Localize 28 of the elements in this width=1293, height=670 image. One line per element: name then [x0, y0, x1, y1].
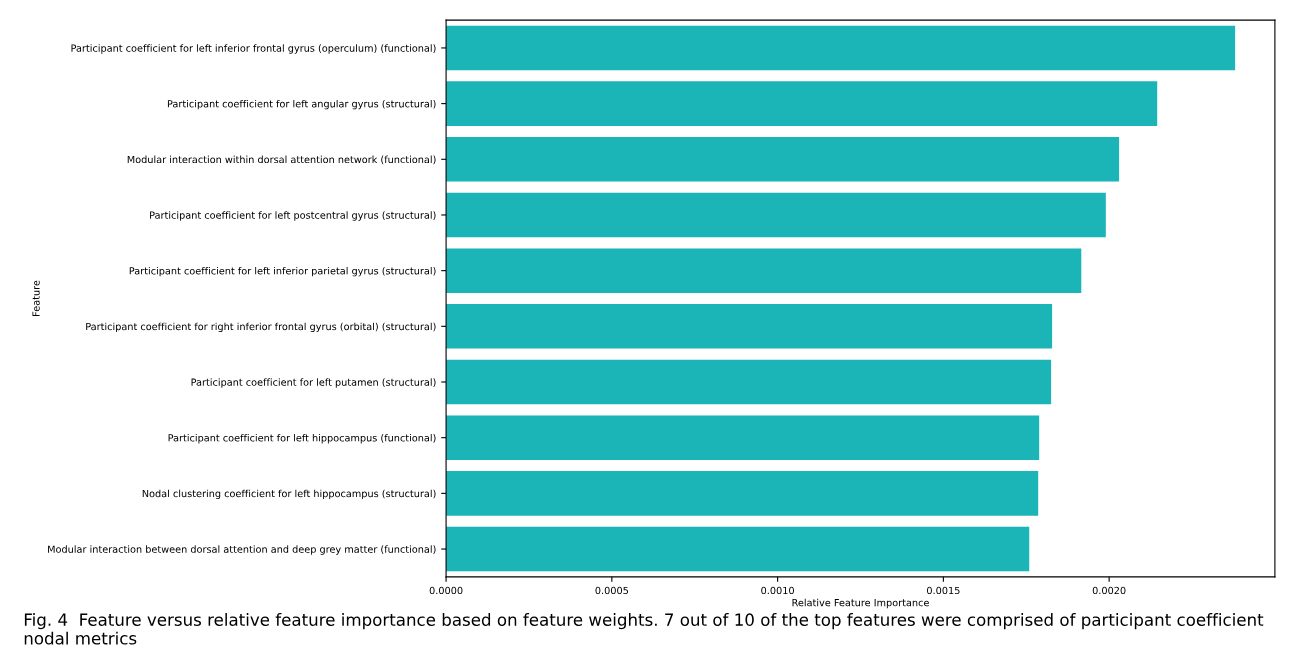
- y-tick-label: Participant coefficient for left angular gyrus (structural): [167, 99, 436, 110]
- y-tick-label: Participant coefficient for left putamen (structural): [191, 378, 436, 388]
- bar: [446, 304, 1053, 349]
- bar: [446, 415, 1040, 460]
- x-tick-label: 0.0000: [429, 586, 463, 595]
- bar: [446, 81, 1158, 126]
- y-tick-label: Nodal clustering coefficient for left hippocampus (structural): [142, 489, 436, 500]
- y-axis-title: Feature: [32, 280, 40, 316]
- x-tick-label: 0.0015: [927, 586, 960, 595]
- caption: Fig. 4 Feature versus relative feature importance based on feature weights. 7 out of 10 of the top features were comprised of participant coefficient nodal metrics: [24, 613, 1264, 645]
- bar: [446, 471, 1039, 516]
- y-tick-label: Participant coefficient for right inferior frontal gyrus (orbital) (structural): [86, 322, 436, 333]
- y-tick-label: Participant coefficient for left inferior frontal gyrus (operculum) (functional): [71, 44, 436, 54]
- bar: [446, 25, 1236, 71]
- y-tick-label: Participant coefficient for left inferior parietal gyrus (structural): [129, 266, 436, 277]
- y-tick-label: Participant coefficient for left postcentral gyrus (structural): [150, 211, 436, 221]
- x-tick-label: 0.0005: [595, 586, 629, 595]
- x-axis-title: Relative Feature Importance: [792, 598, 929, 609]
- bar: [446, 137, 1120, 182]
- bar: [446, 248, 1082, 293]
- y-tick-label: Modular interaction within dorsal attention network (functional): [127, 155, 436, 165]
- bar: [446, 192, 1106, 238]
- bar: [446, 526, 1030, 572]
- x-tick-label: 0.0020: [1092, 586, 1126, 595]
- bar: [446, 359, 1052, 405]
- y-tick-label: Participant coefficient for left hippocampus (functional): [168, 433, 436, 444]
- y-tick-label: Modular interaction between dorsal attention and deep grey matter (functional): [48, 545, 436, 555]
- x-tick-label: 0.0010: [761, 586, 794, 595]
